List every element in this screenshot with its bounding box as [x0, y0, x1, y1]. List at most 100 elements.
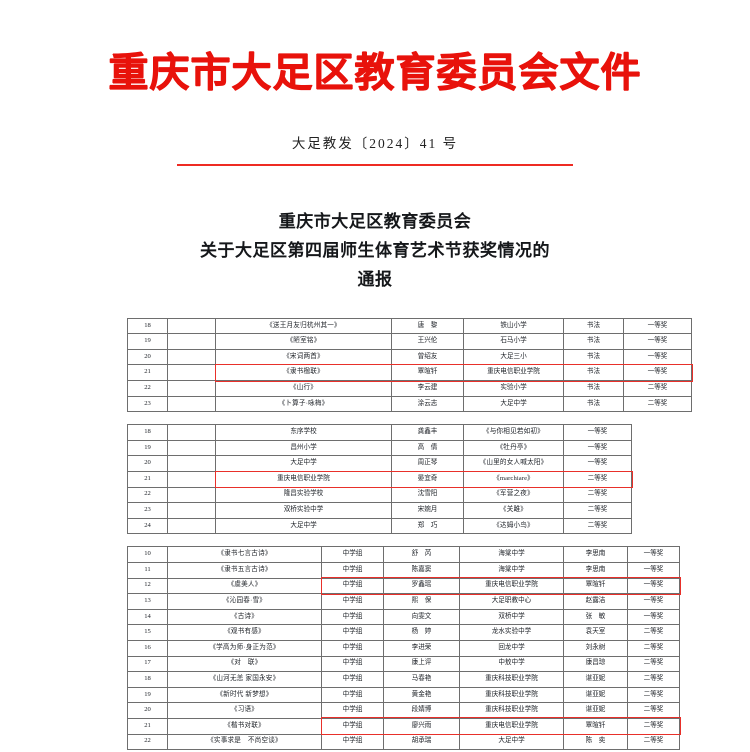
cell-序号: 12 — [127, 577, 168, 595]
cell-序号: 22 — [127, 486, 168, 504]
cell-作者: 高 倩 — [391, 439, 464, 457]
cell-序号: 14 — [127, 608, 168, 626]
cell-序号: 20 — [127, 348, 168, 366]
page-title-line: 通报 — [357, 270, 393, 291]
cell-序号: 19 — [127, 333, 168, 350]
page-title-line: 关于大足区第四届师生体育艺术节获奖情况的 — [200, 241, 550, 262]
cell-序号: 16 — [127, 639, 168, 657]
cell-作者: 段婧博 — [383, 702, 460, 719]
cell-序号: 11 — [127, 562, 168, 579]
cell-作品名称: 《学高为师·身正为范》 — [167, 639, 322, 657]
cell-作者: 覃暄钎 — [391, 364, 464, 382]
table-row: 19 《新时代 新梦想》 中学组 黄金艳 重庆科技职业学院 谌亚妮 二等奖 — [127, 686, 680, 704]
table-row: 23 双桥实验中学 宋婉月 《关雎》 二等奖 — [127, 502, 632, 519]
cell-序号: 15 — [127, 624, 168, 641]
cell-作品名称: 《山行》 — [215, 380, 392, 397]
page-title-line: 重庆市大足区教育委员会 — [278, 212, 472, 232]
cell-奖项: 二等奖 — [623, 380, 692, 397]
cell-作品名称: 《达姆小鸟》 — [463, 517, 564, 535]
table-row: 22 《实事求是 不尚空谈》 中学组 胡承瑞 大足中学陈 奕二等奖 — [127, 733, 680, 751]
cell-类别: 书法 — [563, 348, 624, 366]
table-row: 12 《虞美人》 中学组 罗鑫瑶 重庆电信职业学院 覃暄钎 一等奖 — [127, 577, 680, 595]
cell-奖项: 二等奖 — [627, 686, 680, 704]
cell-空列 — [167, 348, 216, 366]
cell-指导教师: 刘永树 — [563, 639, 628, 657]
cell-单位: 铁山小学 — [463, 317, 564, 335]
cell-类别: 书法 — [563, 380, 624, 397]
performance-table-grid: 18 东序学校 龚鑫丰 《与你相见若如初》 一等奖 19 昌州小学高 倩《牡丹亭》 一等奖 20… — [127, 424, 632, 535]
cell-作者: 晏宜奇 — [391, 471, 464, 488]
cell-单位: 石马小学 — [463, 333, 564, 350]
table-row: 22 《山行》 李云建 实验小学 书法 二等奖 — [127, 380, 692, 397]
cell-奖项: 一等奖 — [627, 546, 680, 564]
cell-组别: 中学组 — [321, 655, 384, 673]
cell-作品名称: 《山里的女人喊太阳》 — [463, 455, 564, 473]
table-row: 20 《宋词两首》 曾绍友 大足三小 书法 一等奖 — [127, 348, 692, 366]
table-row: 21 《楷书对联》 中学组 廖兴雨 重庆电信职业学院 覃暄钎 二等奖 — [127, 717, 680, 735]
cell-作者: 王兴伦 — [391, 333, 464, 350]
cell-单位: 重庆科技职业学院 — [459, 671, 564, 688]
cell-单位: 重庆电信职业学院 — [459, 717, 564, 735]
cell-序号: 17 — [127, 655, 168, 673]
cell-奖项: 一等奖 — [627, 577, 680, 595]
cell-空列 — [167, 471, 216, 488]
cell-序号: 23 — [127, 502, 168, 519]
cell-奖项: 一等奖 — [627, 593, 680, 610]
cell-奖项: 二等奖 — [623, 395, 692, 413]
cell-单位: 大足职教中心 — [459, 593, 564, 610]
performance-table: 18 东序学校 龚鑫丰 《与你相见若如初》 一等奖 19 昌州小学高 倩《牡丹亭》 一等奖 20… — [127, 424, 750, 535]
cell-指导教师: 谌亚妮 — [563, 686, 628, 704]
cell-指导教师: 李思南 — [563, 562, 628, 579]
cell-指导教师: 张 敏 — [563, 608, 628, 626]
table-row: 24 大足中学郑 巧《达姆小鸟》 二等奖 — [127, 517, 632, 535]
cell-序号: 22 — [127, 380, 168, 397]
cell-空列 — [167, 317, 216, 335]
cell-单位: 龙水实验中学 — [459, 624, 564, 641]
cell-序号: 19 — [127, 686, 168, 704]
cell-序号: 21 — [127, 471, 168, 488]
cell-组别: 中学组 — [321, 562, 384, 579]
cell-作者: 胡承瑞 — [383, 733, 460, 751]
cell-作者: 涂云志 — [391, 395, 464, 413]
cell-组别: 中学组 — [321, 639, 384, 657]
cell-类别: 书法 — [563, 395, 624, 413]
cell-作品名称: 《观书有感》 — [167, 624, 322, 641]
cell-作者: 陈嘉窦 — [383, 562, 460, 579]
cell-指导教师: 康昌琼 — [563, 655, 628, 673]
cell-单位: 大足三小 — [463, 348, 564, 366]
table-row: 20 大足中学 周正琴 《山里的女人喊太阳》 一等奖 — [127, 455, 632, 473]
cell-作者: 唐 黎 — [391, 317, 464, 335]
cell-作者: 马春艳 — [383, 671, 460, 688]
table-row: 11 《隶书五言古诗》 中学组 陈嘉窦 海棠中学 李思南 一等奖 — [127, 562, 680, 579]
cell-空列 — [167, 380, 216, 397]
cell-组别: 中学组 — [321, 577, 384, 595]
cell-空列 — [167, 455, 216, 473]
cell-组别: 中学组 — [321, 671, 384, 688]
cell-指导教师: 陈 奕 — [563, 733, 628, 751]
cell-作者: 郑 巧 — [391, 517, 464, 535]
cell-奖项: 二等奖 — [563, 502, 632, 519]
cell-奖项: 二等奖 — [627, 639, 680, 657]
cell-奖项: 一等奖 — [563, 455, 632, 473]
table-row: 22 隆昌实验学校 沈雪阳 《军营之夜》 二等奖 — [127, 486, 632, 504]
table-row: 18 《送王月友归杭州其一》唐 黎铁山小学 书法 一等奖 — [127, 317, 692, 335]
cell-单位: 大足中学 — [215, 455, 392, 473]
cell-作品名称: 《实事求是 不尚空谈》 — [167, 733, 322, 751]
cell-序号: 21 — [127, 717, 168, 735]
cell-奖项: 一等奖 — [623, 348, 692, 366]
table-row: 20 《习语》 中学组 段婧博 重庆科技职业学院 谌亚妮 二等奖 — [127, 702, 680, 719]
cell-指导教师: 覃暄钎 — [563, 577, 628, 595]
cell-序号: 18 — [127, 671, 168, 688]
cell-奖项: 二等奖 — [627, 671, 680, 688]
cell-作者: 舒 芮 — [383, 546, 460, 564]
table-row: 21 重庆电信职业学院 晏宜奇 《marchiare》 二等奖 — [127, 471, 632, 488]
cell-作者: 李云建 — [391, 380, 464, 397]
cell-序号: 18 — [127, 317, 168, 335]
cell-序号: 10 — [127, 546, 168, 564]
cell-空列 — [167, 364, 216, 382]
cell-单位: 重庆科技职业学院 — [459, 702, 564, 719]
cell-作品名称: 《古诗》 — [167, 608, 322, 626]
cell-单位: 双桥中学 — [459, 608, 564, 626]
cell-单位: 海棠中学 — [459, 562, 564, 579]
